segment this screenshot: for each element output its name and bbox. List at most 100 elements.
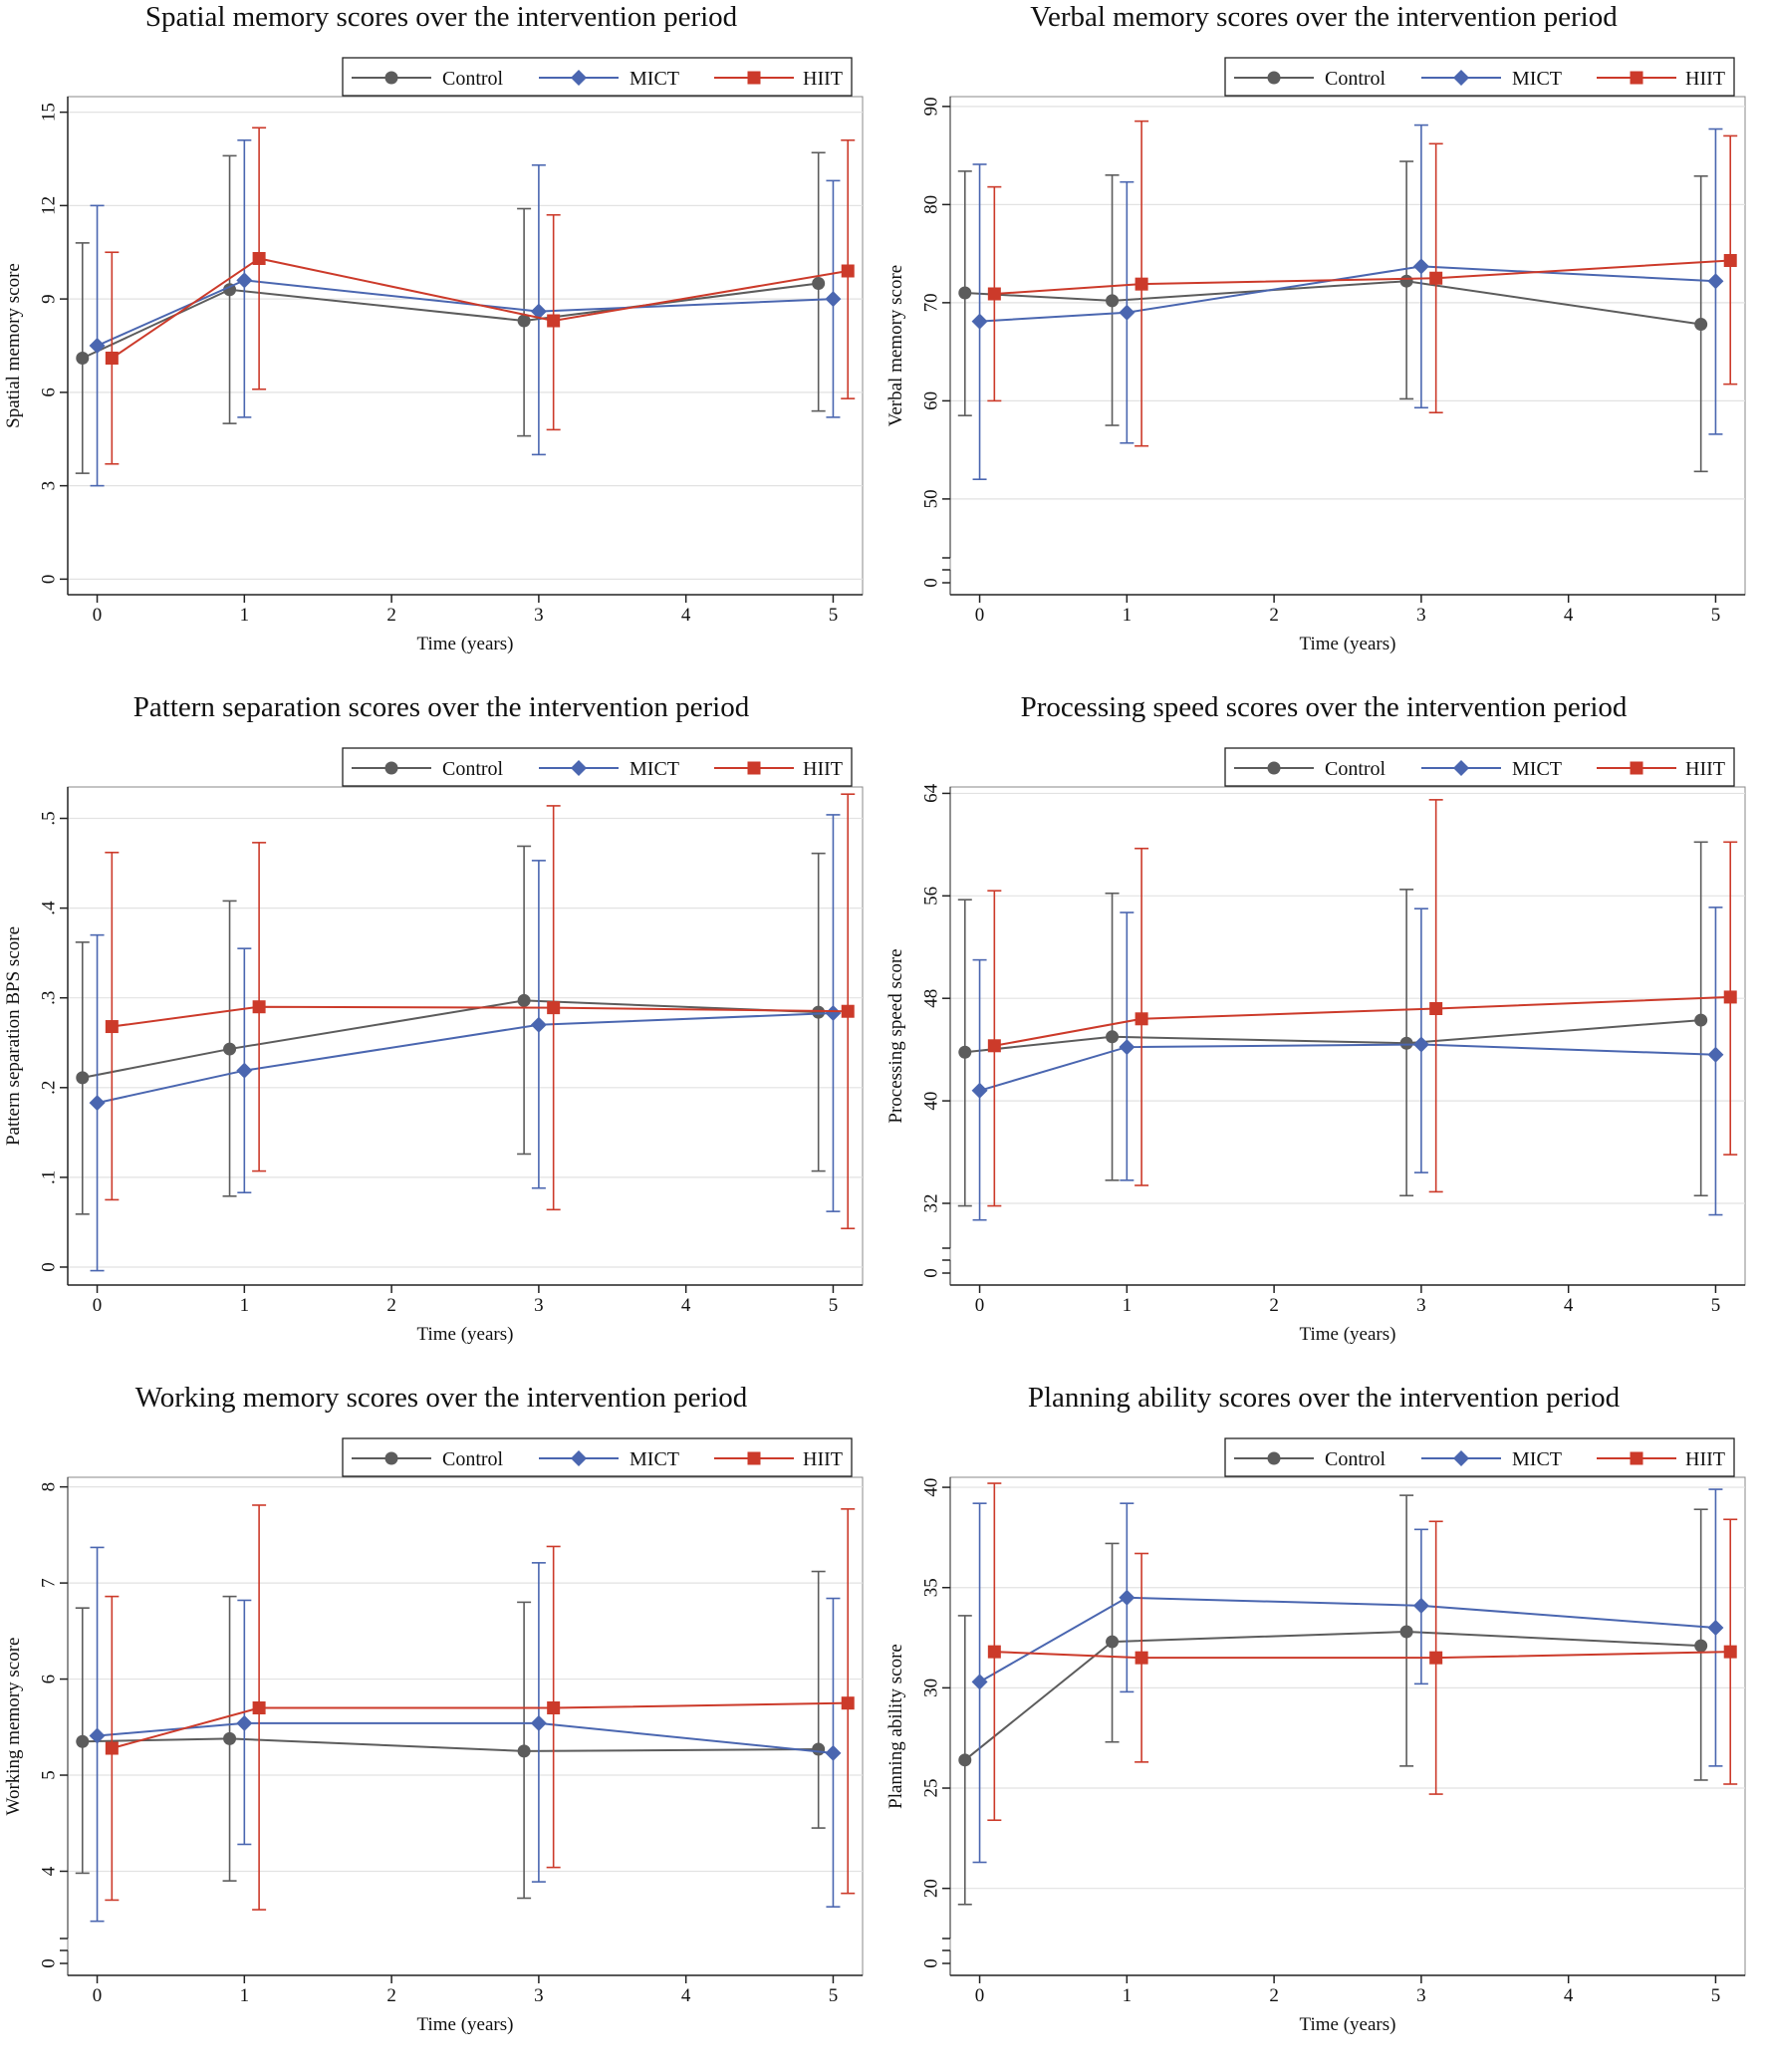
mict-point (89, 1727, 106, 1744)
legend-mict-marker (571, 1450, 587, 1466)
control-line (964, 1019, 1701, 1054)
y-axis: 0 32 40 48 56 64 (920, 783, 951, 1285)
legend-mict-marker (1453, 70, 1469, 86)
control-point (76, 352, 90, 365)
series-mict (971, 1488, 1724, 1864)
legend-control-label: Control (1325, 1448, 1387, 1470)
control-point (1399, 274, 1413, 288)
control-point (1694, 1013, 1708, 1027)
mict-point (1707, 1619, 1724, 1636)
series-mict (89, 814, 842, 1272)
y-axis-title: Verbal memory score (885, 265, 906, 427)
x-tick-label: 3 (1416, 1985, 1426, 2006)
y-tick-label: .5 (38, 811, 59, 825)
mict-point (530, 1016, 547, 1033)
legend-mict-marker (571, 70, 587, 86)
mict-line (97, 279, 834, 347)
y-axis: 0 4 5 6 7 8 (38, 1477, 69, 1975)
chart-title: Verbal memory scores over the interventi… (1030, 1, 1618, 33)
x-tick-label: 2 (1269, 1295, 1279, 1316)
hiit-point (105, 1741, 119, 1755)
control-point (223, 1042, 237, 1056)
x-tick-label: 5 (829, 605, 839, 626)
control-point (812, 1005, 826, 1019)
control-point (223, 1731, 237, 1745)
y-axis-title: Spatial memory score (3, 263, 24, 428)
x-tick-label: 1 (1123, 1985, 1133, 2006)
y-axis-title: Working memory score (3, 1638, 24, 1816)
x-axis-title: Time (years) (417, 2014, 514, 2035)
hiit-line (112, 1701, 849, 1749)
series-mict (971, 906, 1724, 1221)
chart-processing-speed: Processing speed scores over the interve… (885, 691, 1746, 1345)
chart-title: Processing speed scores over the interve… (1021, 691, 1628, 723)
x-axis-title: Time (years) (417, 634, 514, 654)
mict-point (825, 1744, 842, 1761)
x-tick-label: 2 (386, 605, 396, 626)
y-tick-label: 12 (38, 196, 59, 215)
hiit-point (841, 1004, 855, 1018)
legend-hiit-marker (747, 761, 761, 775)
control-point (76, 1071, 90, 1085)
chart-working-memory: Working memory scores over the intervent… (3, 1382, 864, 2035)
y-tick-label: 50 (920, 489, 941, 508)
legend: Control MICT HIIT (1224, 57, 1735, 97)
x-tick-label: 4 (681, 1295, 691, 1316)
mict-point (530, 1714, 547, 1731)
control-point (812, 1742, 826, 1756)
legend-control-marker (1267, 1451, 1281, 1465)
legend-control-label: Control (1325, 758, 1387, 780)
hiit-line (994, 259, 1731, 296)
plot-frame (67, 96, 864, 596)
panel-planning-ability: Planning ability scores over the interve… (882, 1381, 1765, 2071)
mict-point (825, 1005, 842, 1022)
control-point (1399, 1036, 1413, 1050)
legend-control-marker (384, 71, 398, 85)
x-tick-label: 2 (386, 1295, 396, 1316)
mict-point (1412, 1597, 1429, 1614)
hiit-line (994, 995, 1731, 1047)
legend-hiit-label: HIIT (803, 758, 843, 780)
legend-hiit-marker (1630, 1451, 1643, 1465)
series-mict (971, 124, 1724, 480)
legend-mict-label: MICT (630, 1448, 679, 1470)
control-line (82, 282, 819, 360)
legend: Control MICT HIIT (1224, 1437, 1735, 1477)
hiit-point (1429, 271, 1443, 285)
legend-mict-marker (571, 760, 587, 776)
legend-control-marker (384, 761, 398, 775)
hiit-point (547, 1001, 561, 1015)
control-point (1106, 1030, 1120, 1044)
x-tick-label: 0 (975, 605, 985, 626)
y-tick-label: 35 (920, 1578, 941, 1597)
series-hiit (987, 799, 1738, 1207)
y-tick-label: 5 (38, 1770, 59, 1780)
y-tick-label: .1 (38, 1170, 59, 1184)
control-point (1106, 294, 1120, 308)
x-axis: 0 1 2 3 4 5 (68, 1284, 863, 1316)
series-mict (89, 138, 842, 487)
plot-frame (949, 1476, 1746, 1976)
x-tick-label: 4 (681, 605, 691, 626)
legend-mict-label: MICT (1512, 68, 1562, 90)
mict-point (971, 313, 988, 330)
x-axis-title: Time (years) (417, 1324, 514, 1345)
legend-mict-marker (1453, 760, 1469, 776)
y-axis-title: Processing speed score (885, 948, 906, 1123)
hiit-point (1429, 1651, 1443, 1665)
mict-line (979, 1596, 1716, 1684)
plot-frame (949, 96, 1746, 596)
y-tick-label: 70 (920, 293, 941, 312)
series-control (957, 1494, 1708, 1906)
x-tick-label: 5 (1711, 1985, 1721, 2006)
x-axis-title: Time (years) (1300, 634, 1396, 654)
legend-hiit-label: HIIT (1685, 758, 1725, 780)
hiit-point (1723, 254, 1737, 268)
y-tick-label: 30 (920, 1679, 941, 1697)
hiit-point (1429, 1001, 1443, 1015)
y-axis-title: Pattern separation BPS score (3, 926, 24, 1146)
series-control (75, 845, 826, 1215)
control-point (1694, 318, 1708, 332)
y-tick-label: 40 (920, 1478, 941, 1497)
x-tick-label: 0 (93, 1985, 103, 2006)
